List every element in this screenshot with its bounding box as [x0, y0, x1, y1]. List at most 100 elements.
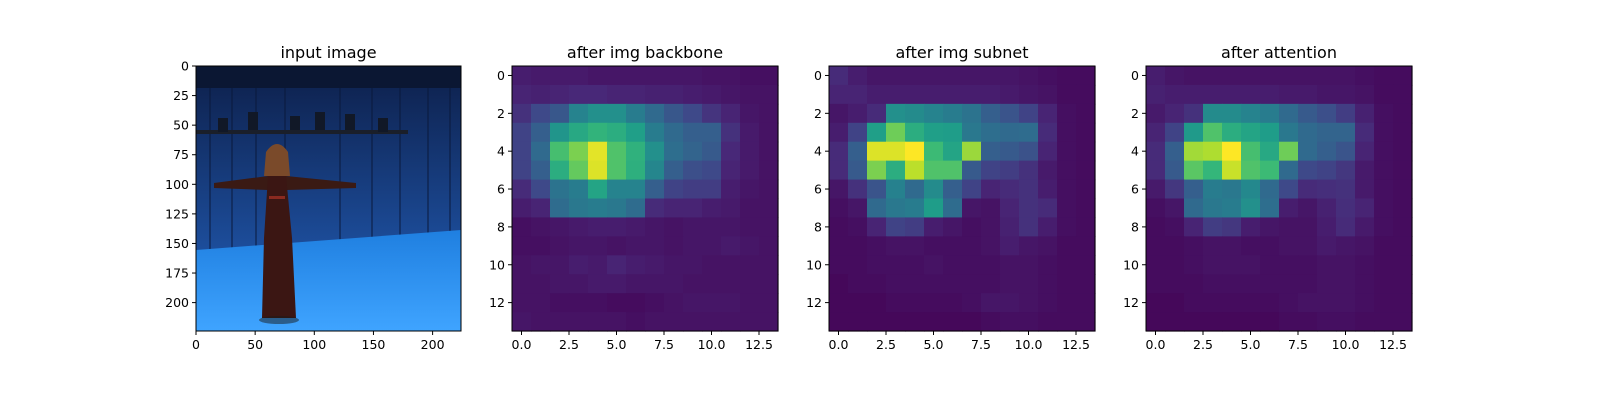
heatmap-cell: [867, 141, 887, 162]
heatmap-cell: [829, 122, 849, 143]
heatmap-cell: [1336, 66, 1356, 86]
heatmap-cell: [569, 293, 589, 313]
heatmap-cells: [829, 66, 1096, 332]
heatmap-cell: [886, 274, 906, 294]
heatmap-cell: [1146, 274, 1166, 294]
heatmap-cell: [1355, 179, 1375, 200]
heatmap-cell: [1165, 103, 1185, 124]
heatmap-cell: [702, 103, 722, 124]
photo-ceiling-rig: [196, 66, 461, 88]
heatmap-cell: [848, 312, 868, 332]
heatmap-cell: [1019, 103, 1039, 124]
heatmap-cell: [1184, 274, 1204, 294]
heatmap-cell: [867, 255, 887, 275]
heatmap-cell: [1279, 160, 1299, 181]
heatmap-cell: [1000, 160, 1020, 181]
heatmap-cell: [550, 160, 570, 181]
heatmap-cell: [848, 66, 868, 86]
heatmap-cell: [1260, 236, 1280, 256]
heatmap-cells: [512, 66, 779, 332]
heatmap-cell: [1336, 160, 1356, 181]
panel-title: after img backbone: [567, 43, 723, 62]
heatmap-cell: [1279, 103, 1299, 124]
tick-label: 150: [362, 337, 386, 352]
heatmap-cell: [683, 293, 703, 313]
heatmap-cell: [1355, 274, 1375, 294]
heatmap-cell: [1057, 66, 1077, 86]
heatmap-cell: [664, 217, 684, 237]
heatmap-cell: [924, 198, 944, 219]
heatmap-cell: [759, 198, 779, 219]
heatmap-cell: [550, 312, 570, 332]
heatmap-cell: [962, 141, 982, 162]
heatmap-cell: [531, 236, 551, 256]
heatmap-cell: [905, 103, 925, 124]
heatmap-cell: [867, 293, 887, 313]
heatmap-cell: [1241, 66, 1261, 86]
heatmap-cell: [1038, 66, 1058, 86]
heatmap-cells: [1146, 66, 1413, 332]
heatmap-cell: [645, 217, 665, 237]
heatmap-cell: [1076, 312, 1096, 332]
heatmap-cell: [1184, 66, 1204, 86]
heatmap-cell: [867, 66, 887, 86]
heatmap-cell: [740, 312, 760, 332]
heatmap-cell: [1298, 236, 1318, 256]
heatmap-cell: [1076, 179, 1096, 200]
heatmap-cell: [588, 179, 608, 200]
heatmap-cell: [1317, 179, 1337, 200]
heatmap-cell: [1355, 217, 1375, 237]
heatmap-cell: [1355, 122, 1375, 143]
heatmap-cell: [1019, 160, 1039, 181]
heatmap-cell: [1298, 312, 1318, 332]
heatmap-cell: [531, 160, 551, 181]
heatmap-cell: [512, 293, 532, 313]
heatmap-cell: [1393, 255, 1413, 275]
heatmap-cell: [1203, 198, 1223, 219]
heatmap-cell: [1184, 217, 1204, 237]
axes-frame: [1145, 65, 1413, 332]
heatmap-cell: [588, 66, 608, 86]
heatmap-cell: [645, 66, 665, 86]
heatmap-cell: [1165, 312, 1185, 332]
heatmap-cell: [1279, 217, 1299, 237]
heatmap-cell: [1241, 84, 1261, 105]
heatmap-cell: [1038, 84, 1058, 105]
heatmap-cell: [1184, 103, 1204, 124]
heatmap-cell: [588, 255, 608, 275]
heatmap-cell: [1336, 274, 1356, 294]
heatmap-cell: [829, 198, 849, 219]
heatmap-cell: [886, 103, 906, 124]
heatmap-cell: [1165, 198, 1185, 219]
heatmap-cell: [1260, 312, 1280, 332]
heatmap-cell: [1279, 84, 1299, 105]
heatmap-cell: [1146, 66, 1166, 86]
heatmap-cell: [1374, 312, 1394, 332]
tick-label: 5.0: [924, 337, 944, 352]
heatmap-cell: [1222, 122, 1242, 143]
heatmap-cell: [981, 141, 1001, 162]
heatmap-cell: [664, 141, 684, 162]
heatmap-cell: [1057, 160, 1077, 181]
heatmap-cell: [1019, 141, 1039, 162]
heatmap-cell: [981, 160, 1001, 181]
heatmap-cell: [721, 217, 741, 237]
tick-label: 10.0: [1332, 337, 1360, 352]
heatmap-cell: [607, 198, 627, 219]
heatmap-cell: [740, 160, 760, 181]
tick-label: 50: [247, 337, 263, 352]
panel-title: input image: [280, 43, 376, 62]
heatmap-cell: [1260, 255, 1280, 275]
tick-label: 8: [1131, 219, 1139, 234]
heatmap-cell: [1317, 84, 1337, 105]
heatmap-cell: [759, 122, 779, 143]
heatmap-cell: [981, 255, 1001, 275]
heatmap-cell: [943, 255, 963, 275]
heatmap-cell: [721, 179, 741, 200]
heatmap-cell: [1019, 179, 1039, 200]
heatmap-cell: [1000, 122, 1020, 143]
heatmap-cell: [1355, 141, 1375, 162]
tick-label: 12: [489, 295, 505, 310]
heatmap-cell: [1355, 312, 1375, 332]
heatmap-cell: [1298, 274, 1318, 294]
